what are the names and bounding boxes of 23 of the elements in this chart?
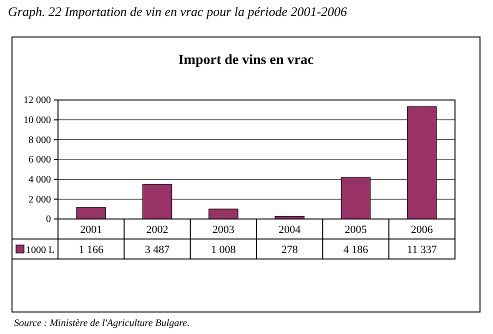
y-tick-label: 4 000 xyxy=(28,174,51,186)
y-tick-label: 0 xyxy=(46,214,51,226)
chart-subtitle: Import de vins en vrac xyxy=(178,53,314,68)
x-tick-label: 2005 xyxy=(344,224,368,236)
x-tick-label: 2006 xyxy=(410,224,434,236)
x-tick-label: 2003 xyxy=(212,224,235,236)
y-tick-label: 2 000 xyxy=(28,194,51,206)
y-tick-label: 8 000 xyxy=(28,134,51,146)
data-label: 1 166 xyxy=(78,244,104,256)
chart-title: Graph. 22 Importation de vin en vrac pour la période 2001-2006 xyxy=(8,4,348,19)
data-label: 1 008 xyxy=(211,244,236,256)
x-tick-label: 2002 xyxy=(146,224,168,236)
data-label: 278 xyxy=(281,244,298,256)
x-tick-label: 2001 xyxy=(80,224,102,236)
y-tick-label: 10 000 xyxy=(24,115,51,126)
data-label: 11 337 xyxy=(406,244,438,256)
y-tick-label: 6 000 xyxy=(28,154,51,166)
source-note: Source : Ministère de l'Agriculture Bulgare. xyxy=(14,318,190,329)
legend-label: 1000 L xyxy=(26,245,55,256)
y-tick-label: 12 000 xyxy=(24,95,51,106)
x-tick-label: 2004 xyxy=(278,224,302,236)
data-label: 3 487 xyxy=(144,244,170,256)
data-label: 4 186 xyxy=(343,244,369,256)
